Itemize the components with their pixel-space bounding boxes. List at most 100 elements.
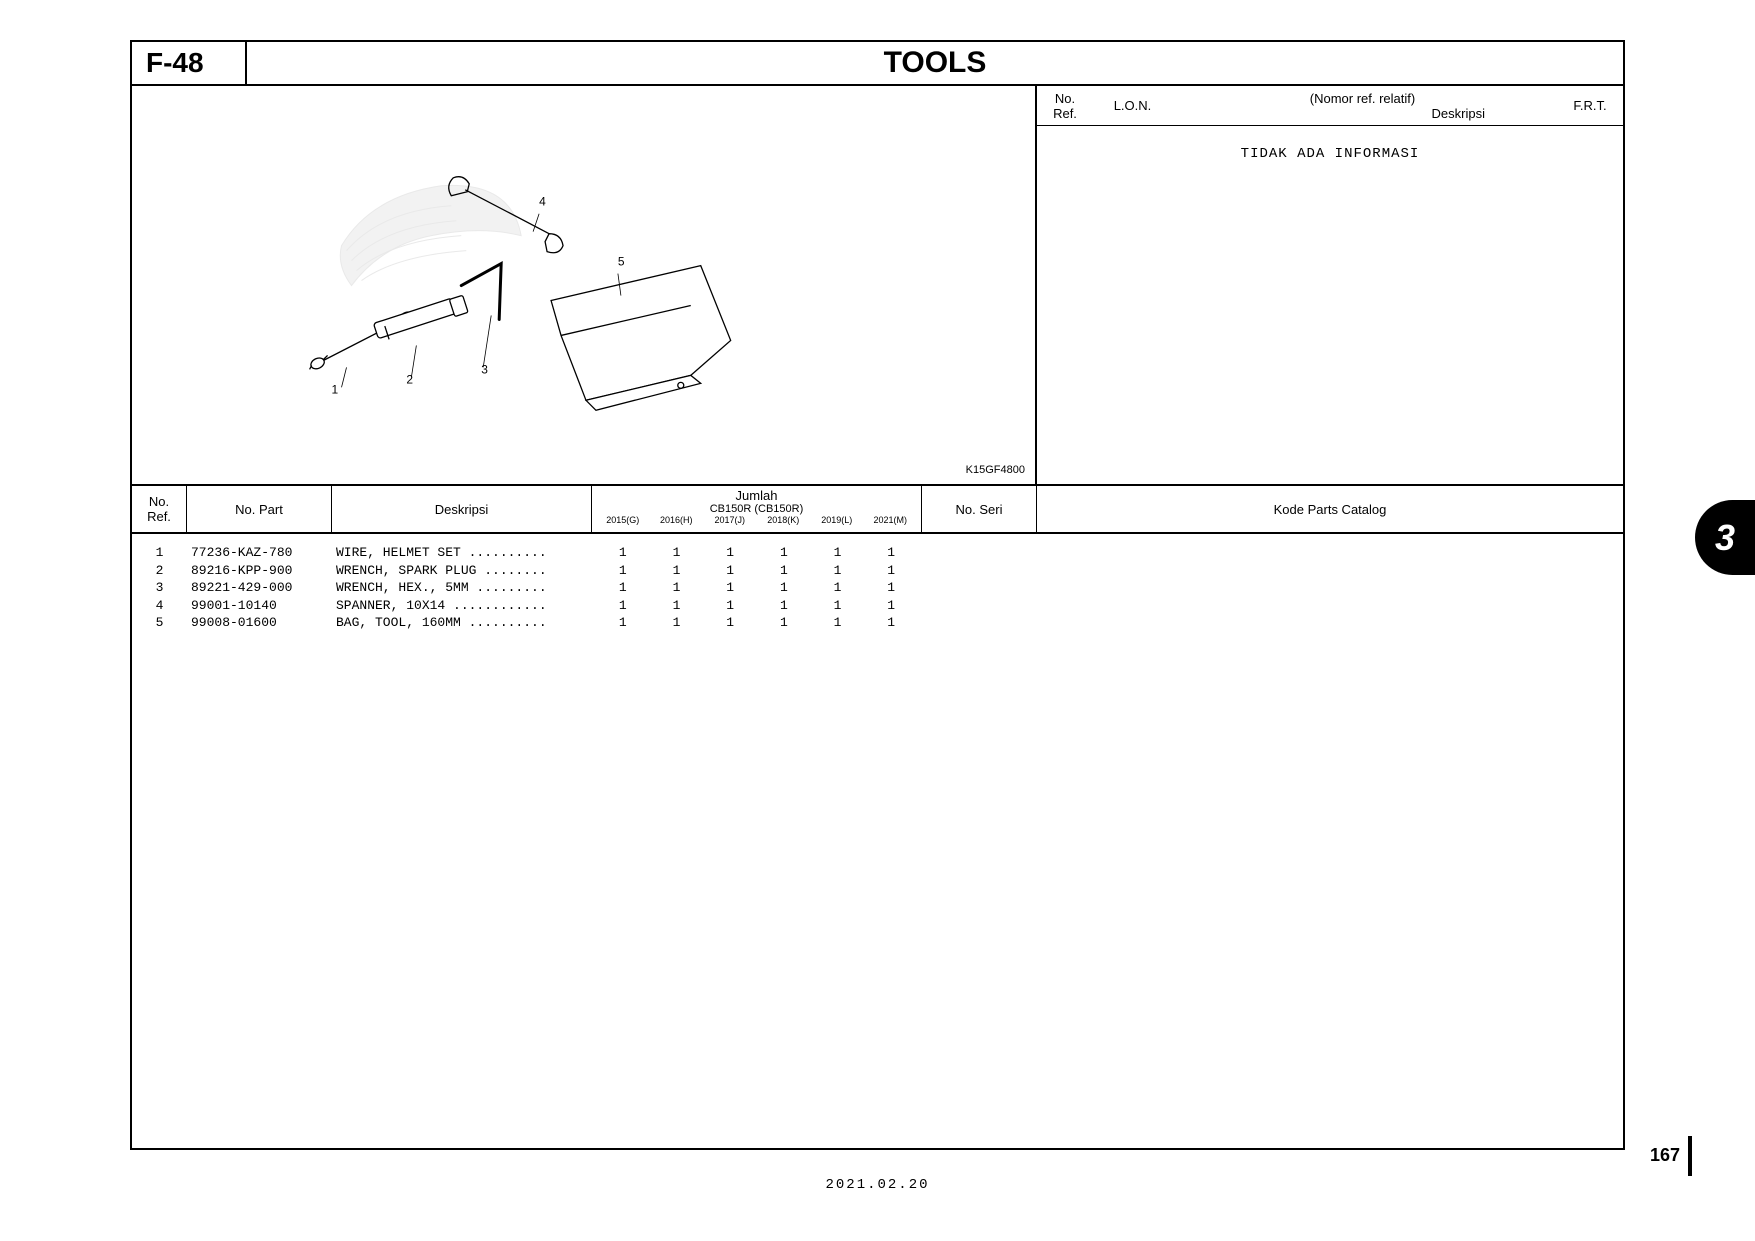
cell-catalog: [1037, 614, 1623, 632]
cell-seri: [922, 614, 1037, 632]
cell-qty-val: 1: [596, 544, 650, 562]
cell-qty-val: 1: [864, 544, 918, 562]
cell-qty: 111111: [592, 597, 922, 615]
cell-qty-val: 1: [864, 614, 918, 632]
cell-qty-val: 1: [703, 579, 757, 597]
mid-row: 12345 K15GF4800 No. Ref. L.O.N. (Nomor r…: [132, 86, 1623, 486]
cell-desc: WRENCH, SPARK PLUG ........: [332, 562, 592, 580]
diagram-callout: 3: [481, 362, 488, 376]
th-qty-year: 2019(L): [810, 515, 864, 525]
cell-qty: 111111: [592, 614, 922, 632]
cell-qty-val: 1: [650, 544, 704, 562]
table-row: 599008-01600BAG, TOOL, 160MM ..........1…: [132, 614, 1623, 632]
th-noref: No. Ref.: [132, 486, 187, 532]
th-qty-year: 2016(H): [650, 515, 704, 525]
info-pane: No. Ref. L.O.N. (Nomor ref. relatif) Des…: [1037, 86, 1623, 484]
th-qty-year: 2015(G): [596, 515, 650, 525]
cell-qty-val: 1: [596, 562, 650, 580]
th-desc: Deskripsi: [332, 486, 592, 532]
cell-qty-val: 1: [703, 597, 757, 615]
info-col-deskripsi: Deskripsi: [1180, 106, 1545, 121]
cell-qty-val: 1: [811, 544, 865, 562]
cell-qty-val: 1: [650, 562, 704, 580]
info-header: No. Ref. L.O.N. (Nomor ref. relatif) Des…: [1037, 86, 1623, 126]
cell-qty-val: 1: [650, 597, 704, 615]
cell-qty: 111111: [592, 579, 922, 597]
cell-part: 99001-10140: [187, 597, 332, 615]
table-row: 389221-429-000WRENCH, HEX., 5MM ........…: [132, 579, 1623, 597]
cell-qty-val: 1: [650, 614, 704, 632]
cell-qty-val: 1: [596, 614, 650, 632]
tools-diagram-icon: 12345: [132, 86, 1035, 485]
info-body: TIDAK ADA INFORMASI: [1037, 126, 1623, 162]
cell-qty-val: 1: [757, 544, 811, 562]
cell-qty-val: 1: [811, 562, 865, 580]
info-col-frt: F.R.T.: [1565, 98, 1615, 113]
cell-qty-val: 1: [811, 597, 865, 615]
cell-qty-val: 1: [757, 614, 811, 632]
cell-qty-val: 1: [650, 579, 704, 597]
table-row: 289216-KPP-900WRENCH, SPARK PLUG .......…: [132, 562, 1623, 580]
section-title: TOOLS: [247, 42, 1623, 84]
cell-qty-val: 1: [811, 614, 865, 632]
cell-qty-val: 1: [757, 597, 811, 615]
diagram-callout: 1: [332, 382, 339, 396]
th-seri: No. Seri: [922, 486, 1037, 532]
cell-seri: [922, 597, 1037, 615]
cell-qty-val: 1: [703, 614, 757, 632]
table-row: 177236-KAZ-780WIRE, HELMET SET .........…: [132, 544, 1623, 562]
cell-seri: [922, 579, 1037, 597]
table-header: No. Ref. No. Part Deskripsi Jumlah CB150…: [132, 486, 1623, 534]
side-tab: 3: [1695, 500, 1755, 575]
page-frame: F-48 TOOLS: [130, 40, 1625, 1150]
diagram-code: K15GF4800: [966, 464, 1025, 476]
cell-qty-val: 1: [703, 562, 757, 580]
cell-desc: SPANNER, 10X14 ............: [332, 597, 592, 615]
diagram-callout: 2: [406, 372, 413, 386]
table-row: 499001-10140SPANNER, 10X14 ............1…: [132, 597, 1623, 615]
cell-part: 99008-01600: [187, 614, 332, 632]
cell-qty-val: 1: [596, 597, 650, 615]
cell-seri: [922, 562, 1037, 580]
cell-qty-val: 1: [864, 597, 918, 615]
table-body: 177236-KAZ-780WIRE, HELMET SET .........…: [132, 534, 1623, 632]
cell-ref: 2: [132, 562, 187, 580]
cell-ref: 1: [132, 544, 187, 562]
th-part: No. Part: [187, 486, 332, 532]
th-qty-year: 2018(K): [757, 515, 811, 525]
cell-catalog: [1037, 544, 1623, 562]
page-num-bar: [1688, 1136, 1692, 1176]
diagram-callout: 5: [618, 255, 625, 269]
cell-qty-val: 1: [811, 579, 865, 597]
cell-qty-val: 1: [864, 579, 918, 597]
th-qty-model: CB150R (CB150R): [710, 503, 804, 515]
th-catalog: Kode Parts Catalog: [1037, 486, 1623, 532]
th-qty-title: Jumlah: [736, 488, 778, 503]
cell-catalog: [1037, 562, 1623, 580]
section-code: F-48: [132, 42, 247, 84]
cell-ref: 3: [132, 579, 187, 597]
header-row: F-48 TOOLS: [132, 42, 1623, 86]
cell-part: 89221-429-000: [187, 579, 332, 597]
cell-qty-val: 1: [703, 544, 757, 562]
cell-qty-val: 1: [757, 579, 811, 597]
cell-part: 89216-KPP-900: [187, 562, 332, 580]
cell-qty-val: 1: [864, 562, 918, 580]
footer-date: 2021.02.20: [0, 1177, 1755, 1193]
cell-ref: 5: [132, 614, 187, 632]
cell-ref: 4: [132, 597, 187, 615]
cell-qty-val: 1: [596, 579, 650, 597]
info-col-lon: L.O.N.: [1105, 98, 1160, 113]
cell-desc: WRENCH, HEX., 5MM .........: [332, 579, 592, 597]
info-col-noref: No. Ref.: [1045, 91, 1085, 121]
cell-qty: 111111: [592, 562, 922, 580]
cell-qty: 111111: [592, 544, 922, 562]
page-number: 167: [1650, 1145, 1680, 1166]
th-qty-years: 2015(G)2016(H)2017(J)2018(K)2019(L)2021(…: [596, 515, 917, 525]
cell-qty-val: 1: [757, 562, 811, 580]
info-col-nomor: (Nomor ref. relatif): [1180, 91, 1545, 106]
cell-desc: WIRE, HELMET SET ..........: [332, 544, 592, 562]
th-qty-year: 2021(M): [864, 515, 918, 525]
cell-catalog: [1037, 579, 1623, 597]
th-qty: Jumlah CB150R (CB150R) 2015(G)2016(H)201…: [592, 486, 922, 532]
